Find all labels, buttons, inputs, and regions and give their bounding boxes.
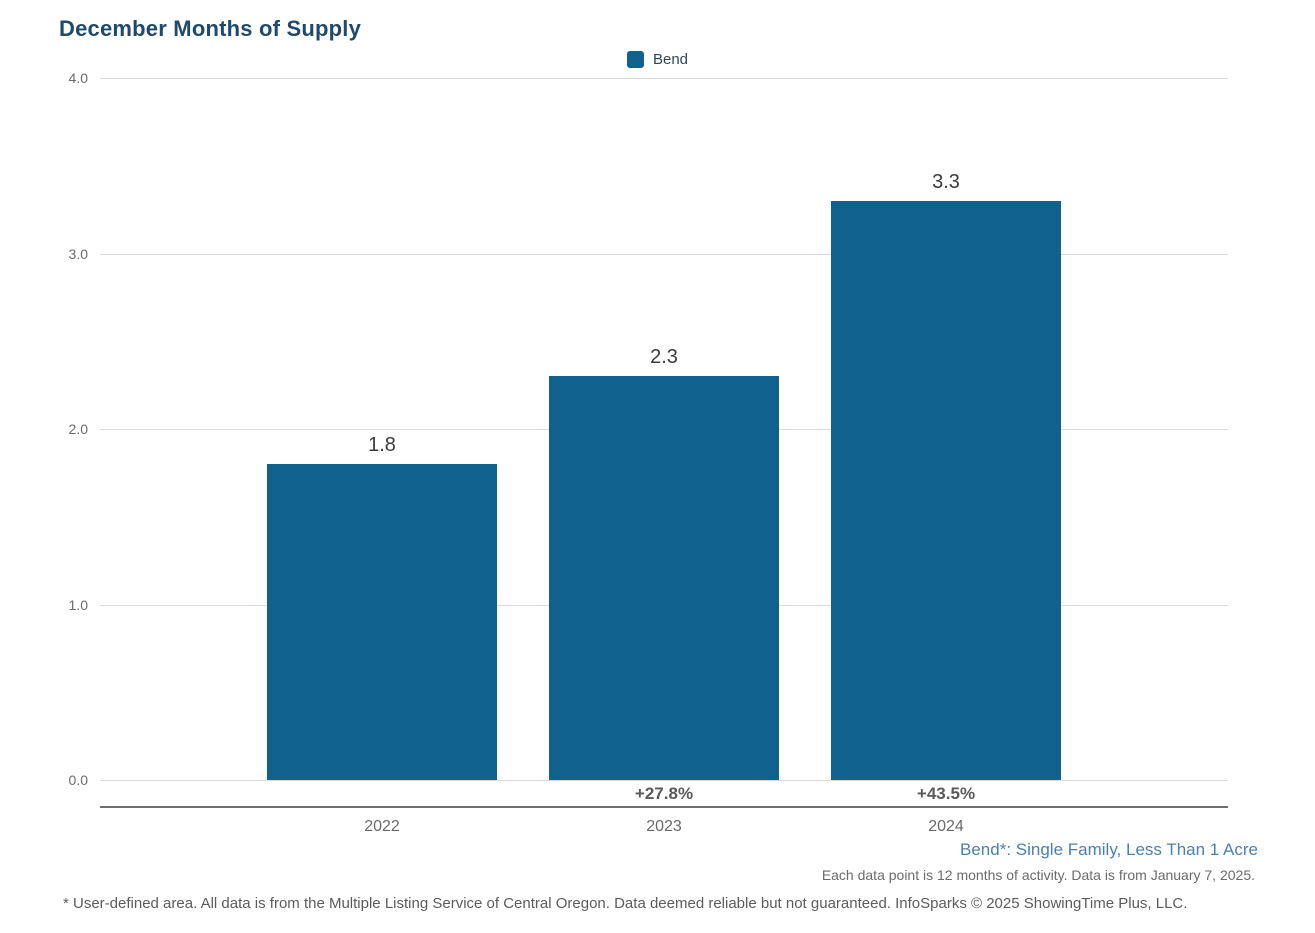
x-axis-line	[100, 806, 1228, 808]
gridline-y-3.0	[100, 253, 1228, 255]
bar-value-label-2022: 1.8	[368, 434, 396, 456]
x-axis-label-2022: 2022	[364, 818, 400, 835]
legend-label-bend: Bend	[652, 50, 689, 68]
plot-area: 0.0 1.0 2.0 3.0 4.0 1.8 2.3 +27.8% 3.3 +43.5%	[69, 70, 1228, 803]
y-axis-tick-label: 3.0	[68, 245, 88, 262]
y-axis-tick-label: 2.0	[68, 421, 88, 437]
gridline-y-0.0	[100, 780, 1228, 781]
series-definition-note: Bend*: Single Family, Less Than 1 Acre	[960, 840, 1258, 859]
gridline-y-4.0	[100, 78, 1228, 79]
pct-change-label-2023: +27.8%	[634, 784, 694, 803]
bar-value-label-2024: 3.3	[932, 171, 960, 193]
y-axis-tick-label: 0.0	[68, 772, 88, 788]
source-footnote: * User-defined area. All data is from th…	[63, 895, 1188, 912]
y-axis-tick-label: 4.0	[68, 70, 88, 86]
y-axis-tick-label: 1.0	[68, 596, 88, 613]
data-period-note: Each data point is 12 months of activity…	[821, 867, 1255, 883]
legend: Bend	[0, 48, 1315, 70]
bar-value-label-2023: 2.3	[650, 346, 678, 368]
x-axis-label-2024: 2024	[928, 818, 964, 835]
pct-change-label-2024: +43.5%	[916, 784, 976, 803]
bar-2022[interactable]	[267, 464, 497, 780]
bar-2023[interactable]	[549, 376, 779, 780]
x-axis-label-2023: 2023	[646, 818, 682, 835]
bar-2024[interactable]	[831, 201, 1061, 780]
chart-title: December Months of Supply	[59, 16, 362, 41]
legend-swatch-bend-icon	[626, 50, 644, 68]
